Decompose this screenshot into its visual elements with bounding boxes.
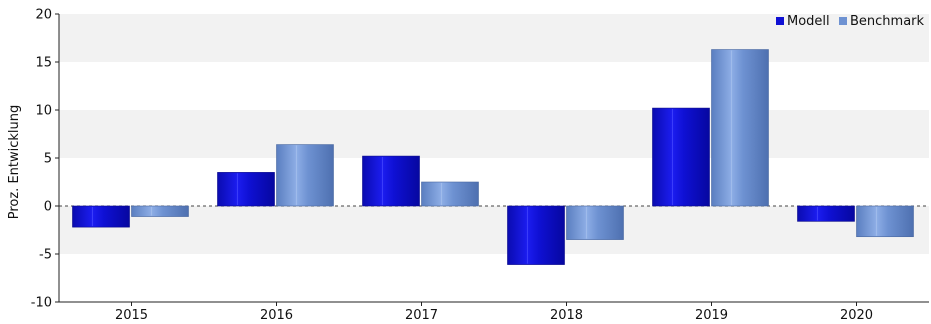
bar-body: [711, 49, 769, 207]
legend-swatch-benchmark: [839, 17, 847, 25]
bar-benchmark-2018: [566, 205, 624, 240]
bar-body: [362, 155, 420, 207]
y-tick-label: 10: [35, 104, 52, 119]
bar-body: [131, 205, 189, 217]
grid-bands: [59, 14, 929, 254]
legend-label-benchmark: Benchmark: [850, 14, 925, 29]
bar-modell-2017: [362, 155, 420, 207]
bar-benchmark-2017: [421, 181, 479, 207]
x-tick-label: 2015: [115, 308, 148, 323]
bar-modell-2016: [217, 172, 275, 207]
bar-body: [652, 107, 710, 207]
bar-modell-2018: [507, 205, 565, 265]
y-axis-title: Proz. Entwicklung: [7, 105, 22, 220]
bar-body: [276, 144, 334, 207]
y-tick-label: -10: [31, 296, 52, 311]
grid-band: [59, 110, 929, 158]
bars: [72, 49, 914, 265]
bar-body: [797, 205, 855, 222]
bar-body: [72, 205, 130, 228]
bar-body: [217, 172, 275, 207]
bar-modell-2020: [797, 205, 855, 222]
bar-benchmark-2015: [131, 205, 189, 217]
bar-benchmark-2019: [711, 49, 769, 207]
y-tick-label: 15: [35, 56, 52, 71]
y-tick-label: 0: [44, 200, 52, 215]
bar-body: [856, 205, 914, 238]
bar-modell-2019: [652, 107, 710, 207]
x-ticks: 2015 2016 2017 2018 2019 2020: [115, 302, 873, 323]
bar-benchmark-2016: [276, 144, 334, 207]
y-tick-label: -5: [39, 248, 52, 263]
bar-modell-2015: [72, 205, 130, 228]
y-tick-label: 5: [44, 152, 52, 167]
x-tick-label: 2018: [550, 308, 583, 323]
legend: Modell Benchmark: [776, 14, 925, 29]
y-tick-label: 20: [35, 8, 52, 23]
bar-body: [566, 205, 624, 240]
bar-body: [507, 205, 565, 265]
x-tick-label: 2017: [405, 308, 438, 323]
y-ticks: -10 -5 0 5 10 15 20: [31, 8, 59, 311]
x-tick-label: 2016: [260, 308, 293, 323]
legend-label-modell: Modell: [787, 14, 830, 29]
x-tick-label: 2019: [695, 308, 728, 323]
legend-swatch-modell: [776, 17, 784, 25]
bar-benchmark-2020: [856, 205, 914, 238]
x-tick-label: 2020: [840, 308, 873, 323]
bar-body: [421, 181, 479, 207]
grid-band: [59, 206, 929, 254]
